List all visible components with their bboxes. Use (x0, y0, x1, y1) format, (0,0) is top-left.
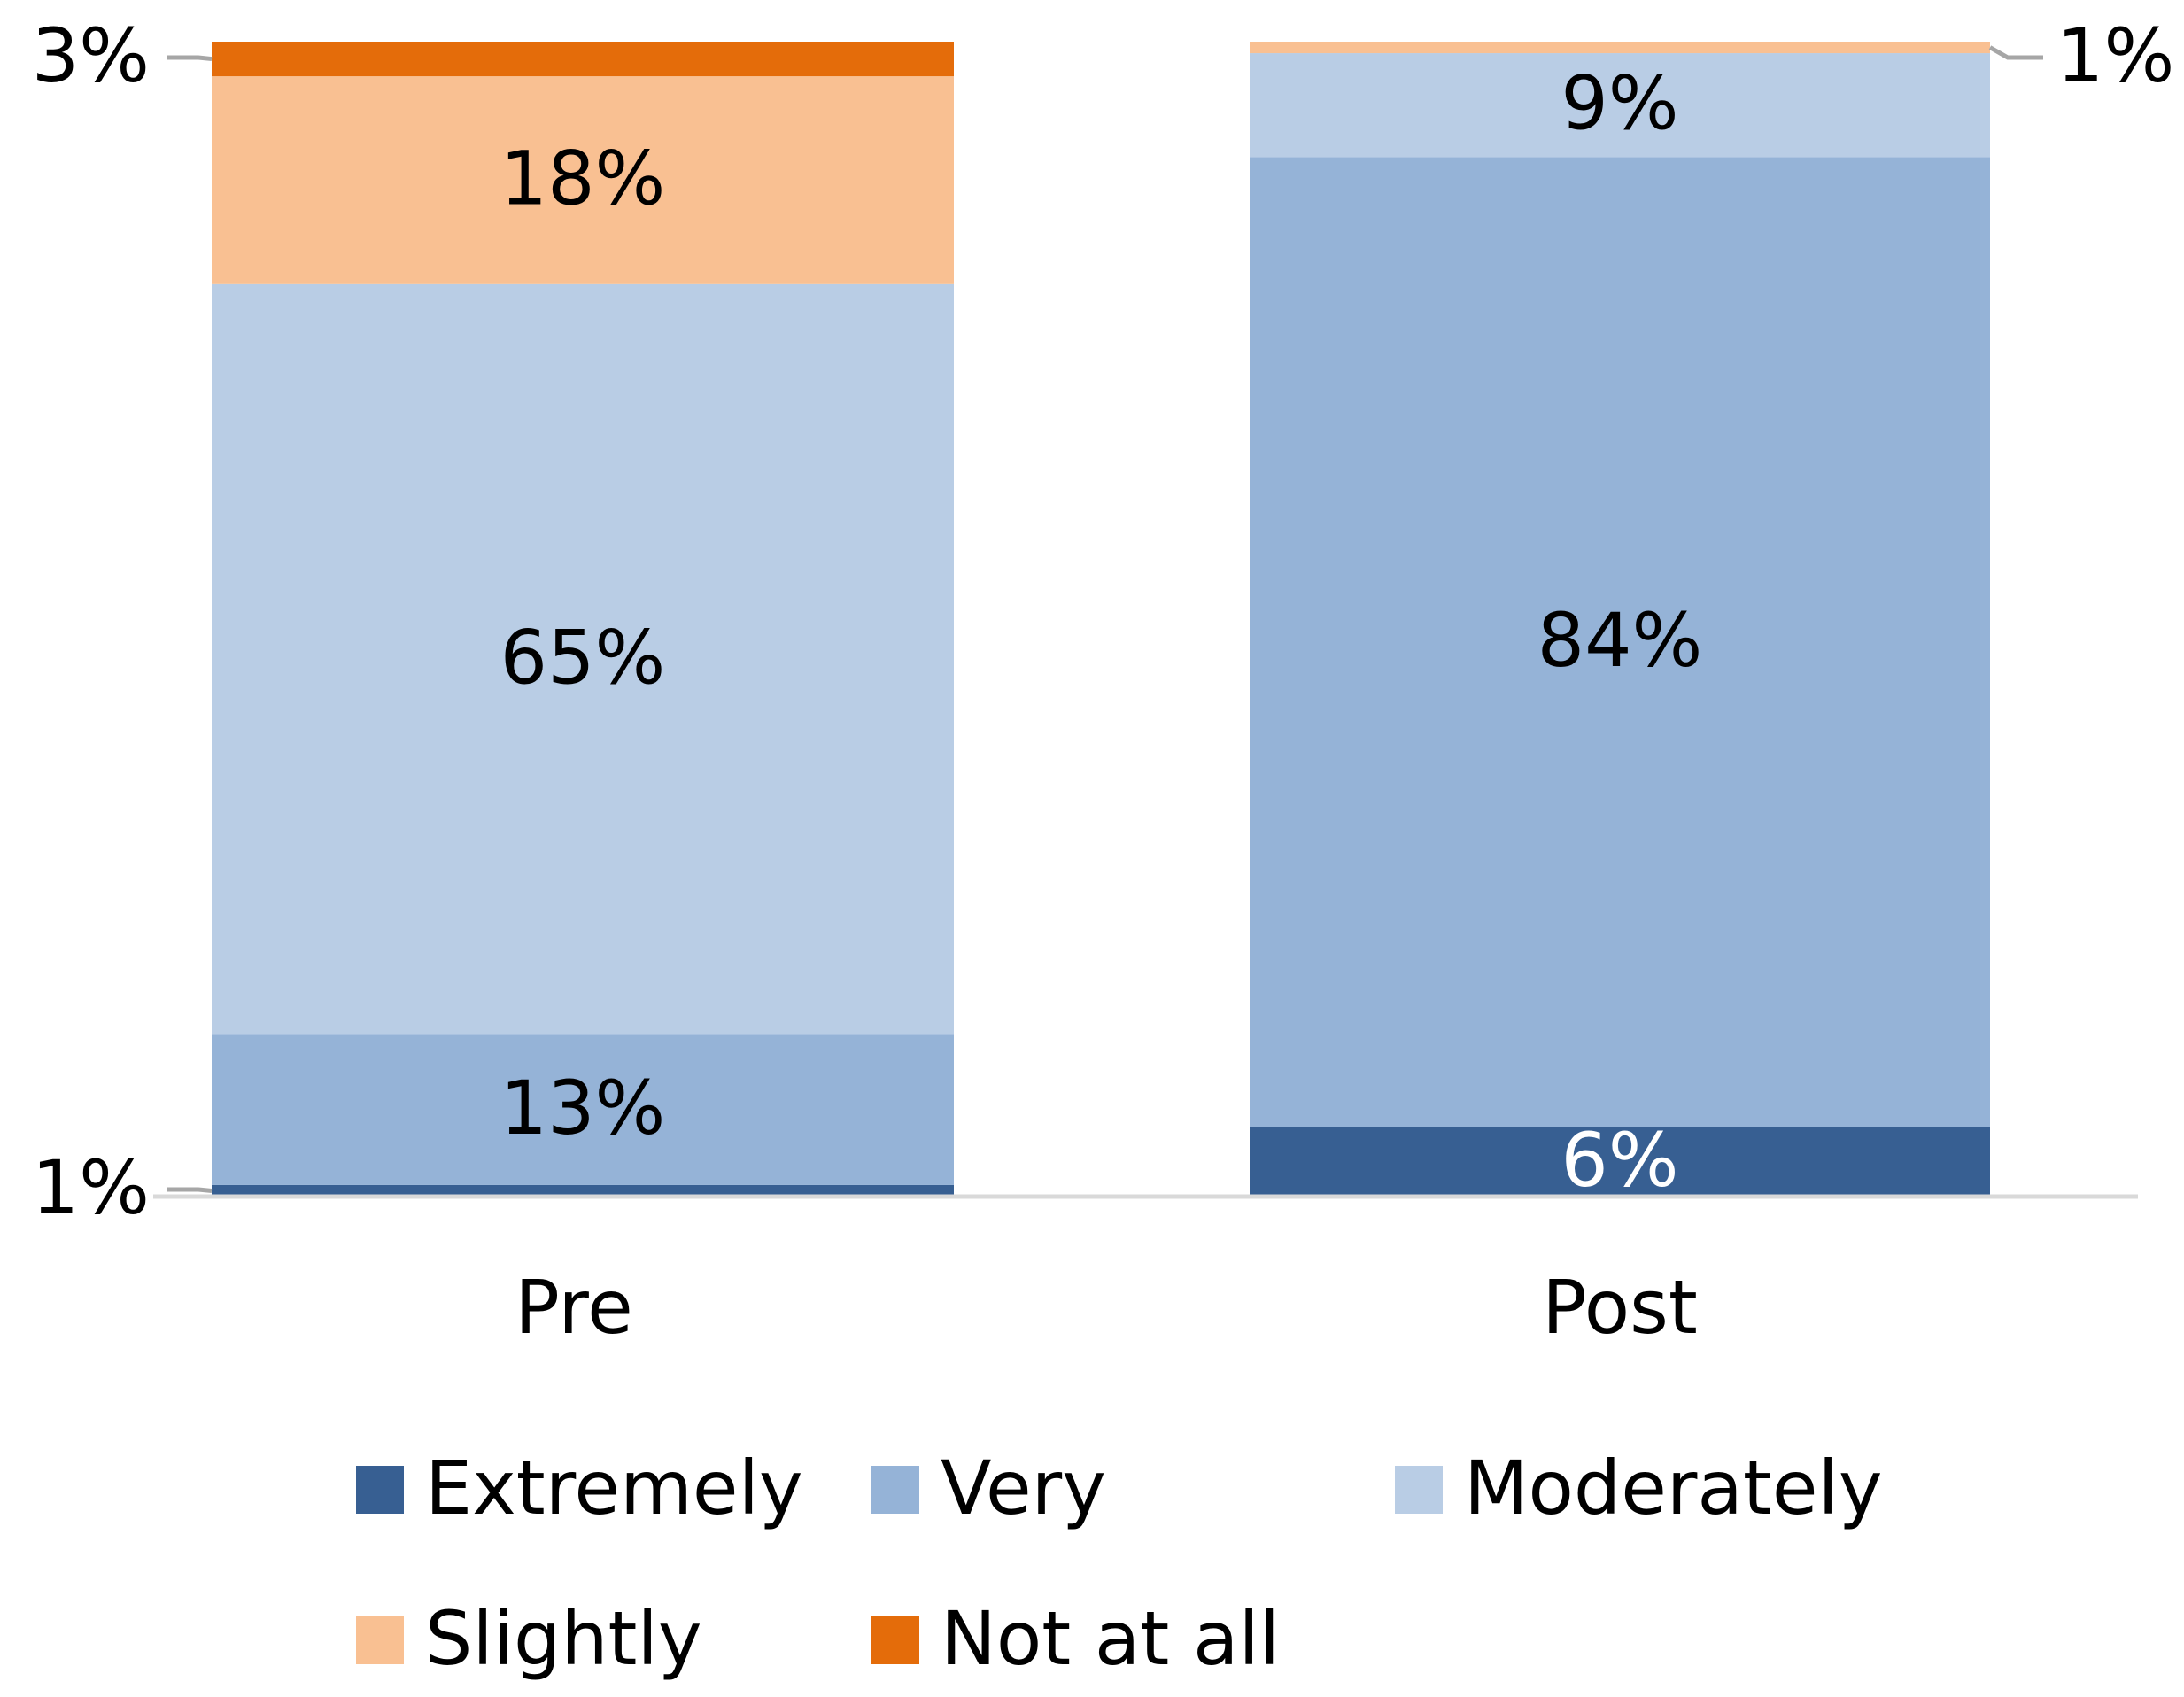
leader-line (167, 55, 213, 62)
legend-label: Extremely (425, 1445, 803, 1531)
data-label: 65% (500, 615, 666, 701)
legend-label: Very (941, 1445, 1106, 1531)
bar-segment (212, 283, 954, 1035)
bar-segment (1250, 42, 1990, 54)
leader-line (167, 1187, 213, 1193)
legend-swatch (871, 1616, 919, 1664)
legend-swatch (356, 1466, 404, 1514)
bar-segment (212, 1034, 954, 1185)
legend-label: Slightly (425, 1595, 702, 1682)
bar-segment (212, 1184, 954, 1197)
bar-segment (1250, 53, 1990, 158)
data-label: 18% (500, 135, 666, 221)
bar-segment (1250, 1127, 1990, 1197)
data-label: 6% (1561, 1117, 1678, 1204)
legend-swatch (1395, 1466, 1443, 1514)
bar-segment (212, 76, 954, 284)
bar-segment (1250, 157, 1990, 1127)
legend-swatch (871, 1466, 919, 1514)
data-label: 13% (500, 1065, 666, 1151)
leader-line (1988, 45, 2043, 60)
bar-segment (212, 42, 954, 77)
legend-swatch (356, 1616, 404, 1664)
data-label: 9% (1561, 60, 1678, 147)
legend-label: Moderately (1464, 1445, 1883, 1531)
legend-label: Not at all (941, 1595, 1280, 1682)
x-tick-label: Post (1542, 1264, 1698, 1351)
data-label: 1% (32, 1144, 150, 1231)
data-label: 3% (32, 12, 150, 99)
data-label: 1% (2056, 12, 2174, 99)
data-label: 84% (1537, 597, 1703, 684)
x-tick-label: Pre (515, 1264, 633, 1351)
